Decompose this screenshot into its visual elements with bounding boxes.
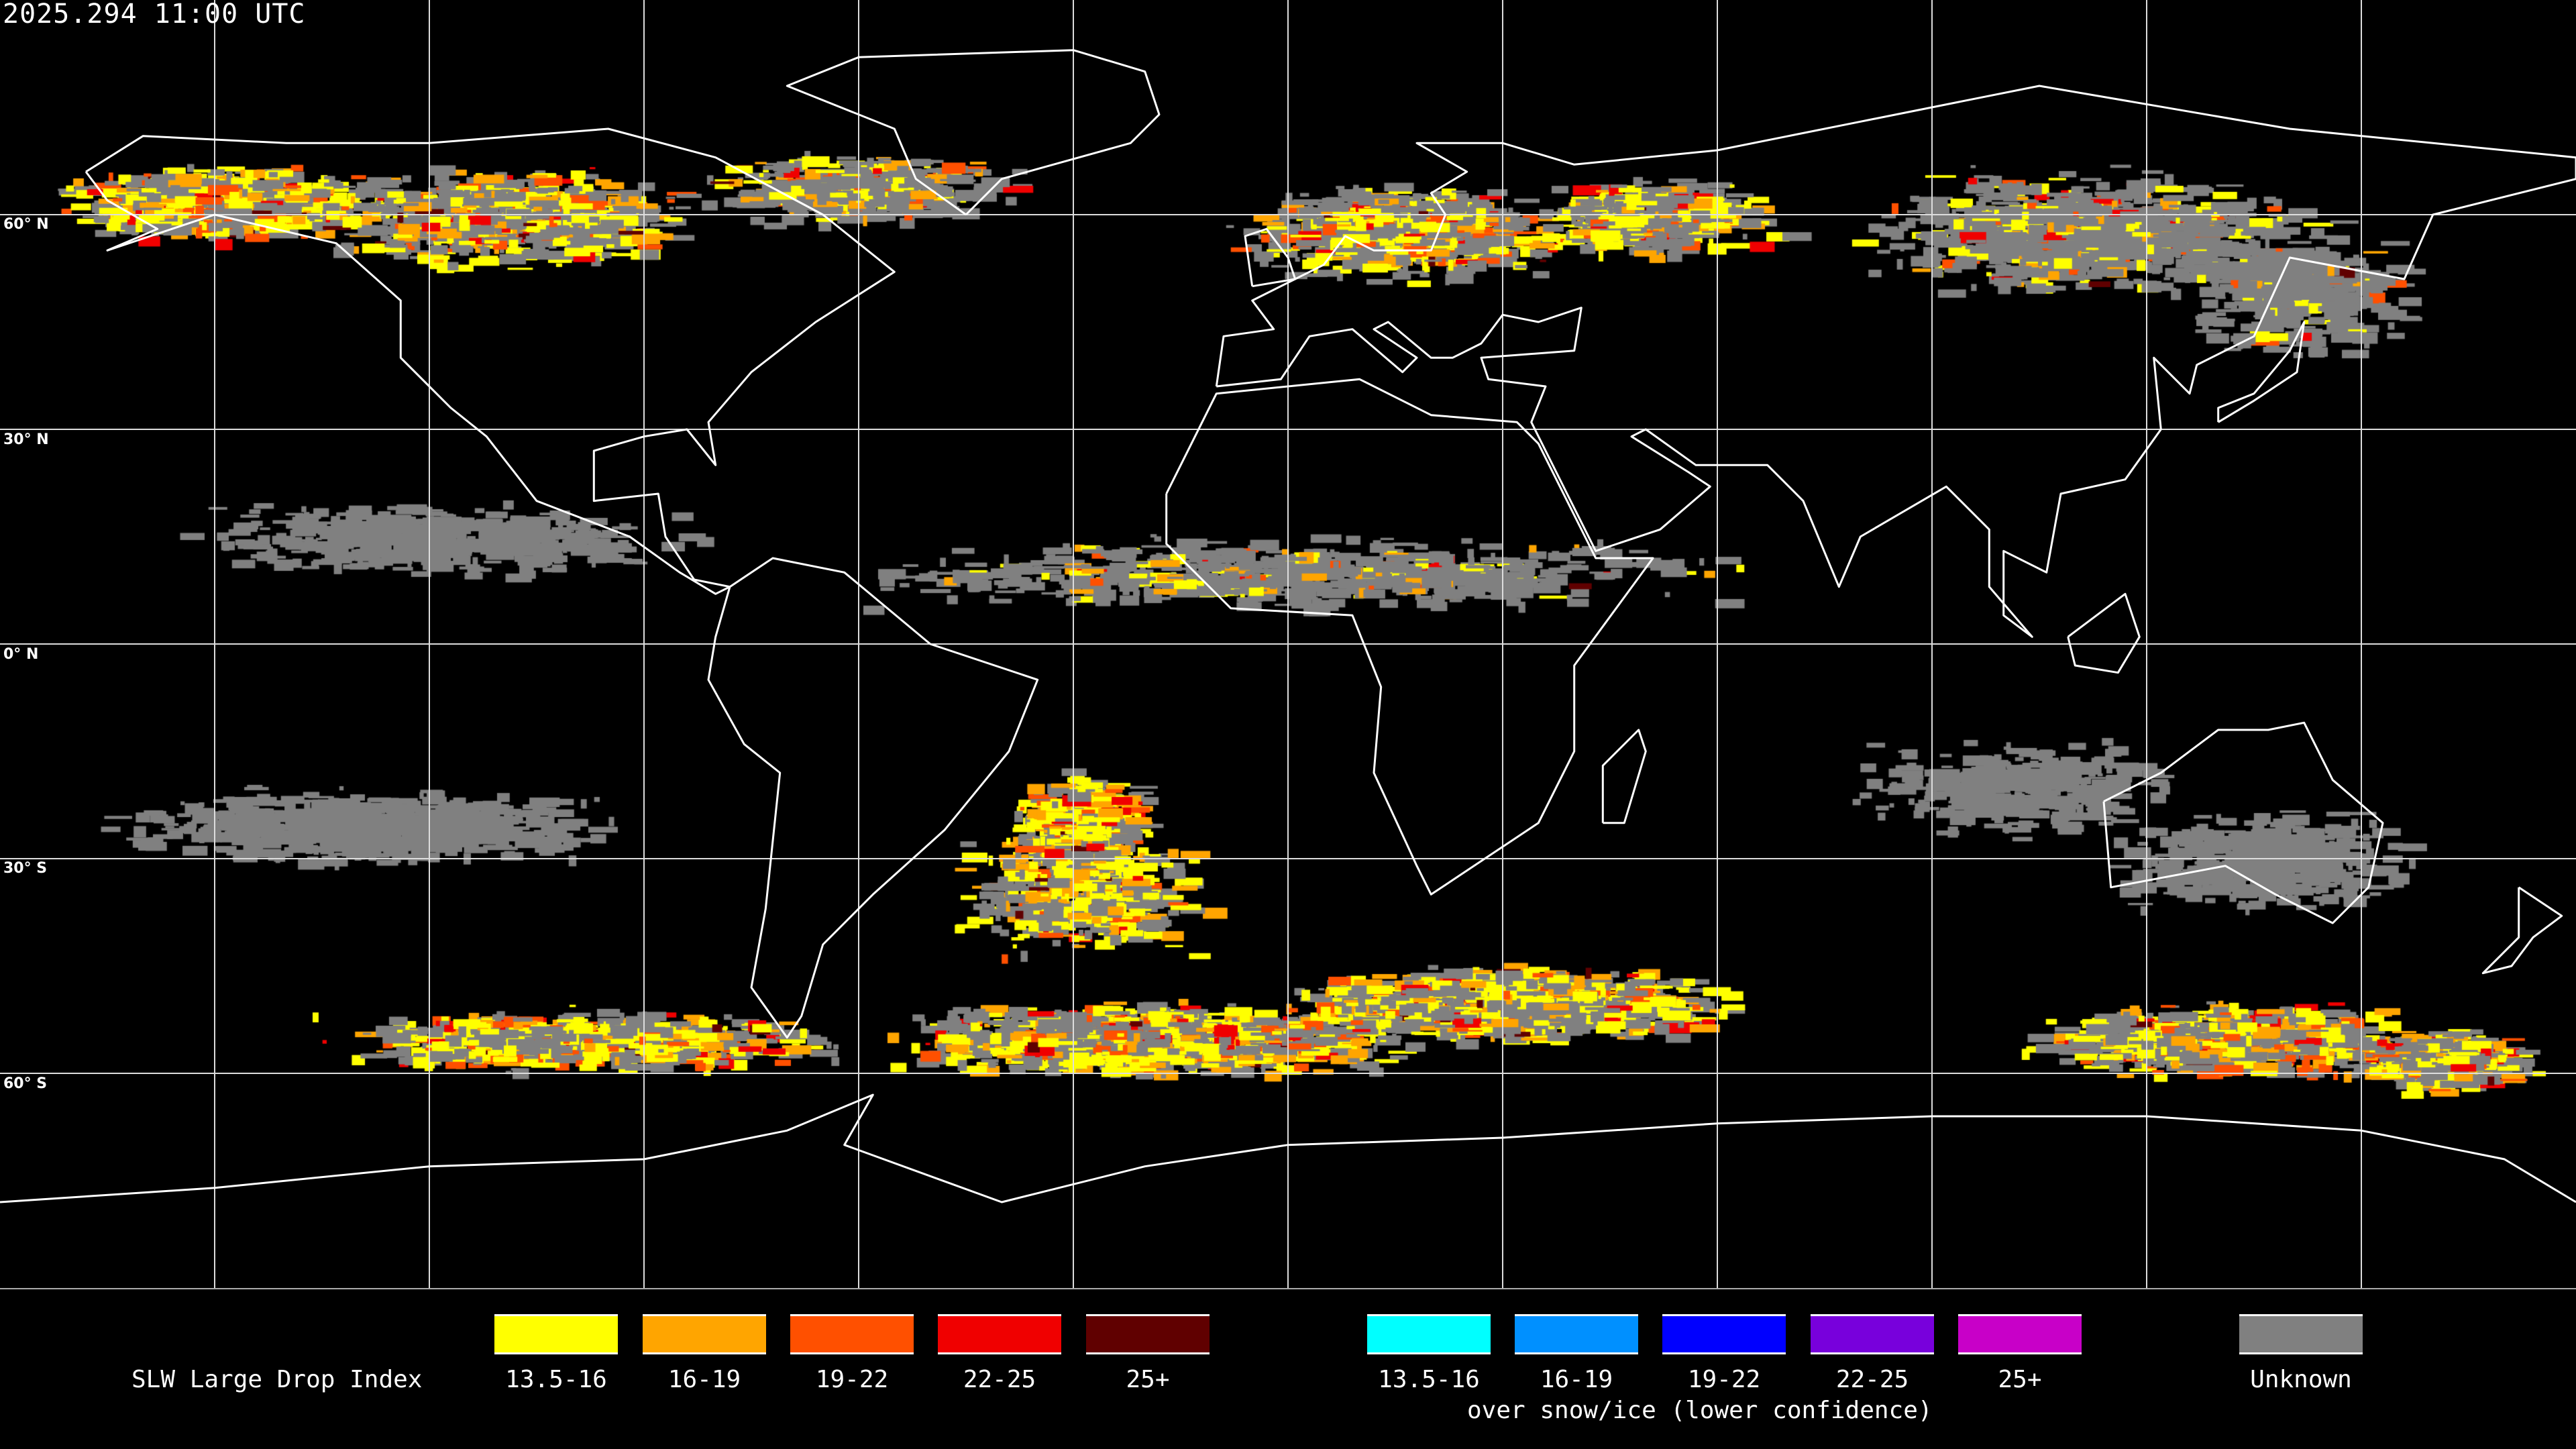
legend-title: SLW Large Drop Index	[131, 1366, 423, 1393]
swatch-primary-4	[938, 1314, 1061, 1354]
swatch-snow-5	[1958, 1314, 2082, 1354]
label-unknown: Unknown	[2250, 1366, 2352, 1393]
label-primary-3: 19-22	[815, 1366, 889, 1393]
label-snow-5: 25+	[1998, 1366, 2042, 1393]
lat-label-30n: 30° N	[3, 431, 49, 448]
label-primary-5: 25+	[1126, 1366, 1170, 1393]
timestamp-title: 2025.294 11:00 UTC	[3, 0, 306, 30]
label-snow-4: 22-25	[1835, 1366, 1909, 1393]
coastline-great-britain	[1244, 227, 1297, 288]
label-primary-2: 16-19	[667, 1366, 741, 1393]
swatch-unknown	[2239, 1314, 2363, 1354]
coastline-africa	[1165, 378, 1654, 896]
coastline-madagascar	[1601, 729, 1647, 824]
coastline-north-america	[85, 127, 896, 595]
lat-label-60n: 60° N	[3, 216, 49, 233]
coastline-eurasia	[1215, 85, 2576, 638]
coastline-borneo	[2067, 592, 2141, 674]
coastline-australia	[2102, 721, 2384, 924]
coastline-new-zealand	[2481, 886, 2563, 975]
swatch-snow-2	[1515, 1314, 1638, 1354]
legend-subtitle: over snow/ice (lower confidence)	[1467, 1397, 1933, 1424]
swatch-primary-2	[643, 1314, 766, 1354]
swatch-primary-3	[790, 1314, 914, 1354]
lat-label-0: 0° N	[3, 646, 39, 663]
swatch-primary-5	[1086, 1314, 1210, 1354]
lat-label-60s: 60° S	[3, 1075, 48, 1092]
legend: SLW Large Drop Index 13.5-16 16-19 19-22…	[0, 1288, 2576, 1449]
coastline-antarctica	[0, 1093, 2576, 1203]
swatch-snow-4	[1811, 1314, 1934, 1354]
world-map	[0, 0, 2576, 1288]
label-snow-1: 13.5-16	[1378, 1366, 1480, 1393]
swatch-snow-1	[1367, 1314, 1491, 1354]
label-primary-4: 22-25	[963, 1366, 1036, 1393]
swatch-primary-1	[494, 1314, 618, 1354]
label-snow-2: 16-19	[1540, 1366, 1613, 1393]
coastlines-and-grid	[0, 0, 2576, 1288]
coastline-japan	[2217, 321, 2306, 423]
label-snow-3: 19-22	[1687, 1366, 1761, 1393]
swatch-snow-3	[1662, 1314, 1786, 1354]
coastline-greenland	[786, 49, 1161, 216]
label-primary-1: 13.5-16	[505, 1366, 607, 1393]
lat-label-30s: 30° S	[3, 860, 48, 877]
coastline-south-america	[707, 557, 1039, 1039]
